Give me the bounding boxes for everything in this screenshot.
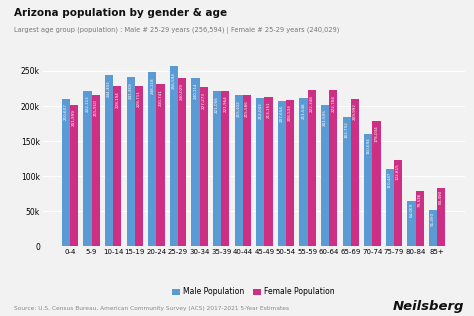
Text: 215,102: 215,102 bbox=[237, 100, 241, 117]
Bar bbox=[113, 86, 121, 246]
Text: Neilsberg: Neilsberg bbox=[393, 300, 465, 313]
Text: 183,792: 183,792 bbox=[345, 121, 349, 138]
Text: 230,741: 230,741 bbox=[158, 89, 163, 106]
Bar bbox=[235, 95, 243, 246]
Bar bbox=[170, 66, 178, 246]
Bar bbox=[91, 95, 100, 246]
Text: 212,043: 212,043 bbox=[258, 102, 262, 119]
Bar bbox=[394, 160, 402, 246]
Bar bbox=[329, 90, 337, 246]
Bar bbox=[437, 188, 446, 246]
Text: 256,594: 256,594 bbox=[172, 72, 176, 88]
Bar bbox=[70, 105, 78, 246]
Text: 213,151: 213,151 bbox=[266, 101, 271, 118]
Legend: Male Population, Female Population: Male Population, Female Population bbox=[169, 284, 338, 300]
Bar bbox=[373, 121, 381, 246]
Text: 208,534: 208,534 bbox=[288, 104, 292, 121]
Bar bbox=[148, 72, 156, 246]
Bar bbox=[364, 134, 373, 246]
Bar bbox=[200, 87, 208, 246]
Bar bbox=[62, 99, 70, 246]
Text: 207,654: 207,654 bbox=[280, 105, 284, 122]
Text: Largest age group (population) : Male # 25-29 years (256,594) | Female # 25-29 y: Largest age group (population) : Male # … bbox=[14, 27, 339, 34]
Text: 222,784: 222,784 bbox=[331, 95, 335, 112]
Text: 240,114: 240,114 bbox=[193, 83, 198, 100]
Text: 178,034: 178,034 bbox=[374, 125, 378, 142]
Text: 241,369: 241,369 bbox=[129, 82, 133, 99]
Text: 222,113: 222,113 bbox=[85, 95, 90, 112]
Bar bbox=[213, 91, 221, 246]
Bar bbox=[156, 84, 164, 246]
Text: 215,586: 215,586 bbox=[245, 100, 249, 117]
Text: 79,536: 79,536 bbox=[418, 192, 422, 207]
Text: 211,548: 211,548 bbox=[301, 102, 305, 119]
Bar bbox=[278, 101, 286, 246]
Bar bbox=[105, 75, 113, 246]
Text: 222,348: 222,348 bbox=[310, 95, 314, 112]
Text: 110,447: 110,447 bbox=[388, 171, 392, 188]
Text: 221,964: 221,964 bbox=[223, 95, 228, 112]
Bar bbox=[386, 169, 394, 246]
Bar bbox=[429, 210, 437, 246]
Bar bbox=[343, 118, 351, 246]
Bar bbox=[308, 90, 316, 246]
Text: 215,910: 215,910 bbox=[94, 100, 98, 116]
Bar bbox=[264, 97, 273, 246]
Bar bbox=[351, 99, 359, 246]
Text: 51,450: 51,450 bbox=[431, 211, 435, 226]
Bar bbox=[178, 78, 186, 246]
Bar bbox=[286, 100, 294, 246]
Bar bbox=[407, 202, 416, 246]
Text: 209,992: 209,992 bbox=[353, 103, 357, 120]
Text: 201,505: 201,505 bbox=[323, 109, 327, 126]
Text: Source: U.S. Census Bureau, American Community Survey (ACS) 2017-2021 5-Year Est: Source: U.S. Census Bureau, American Com… bbox=[14, 306, 289, 311]
Bar bbox=[83, 90, 91, 246]
Bar bbox=[321, 105, 329, 246]
Bar bbox=[243, 95, 251, 246]
Bar bbox=[416, 191, 424, 246]
Bar bbox=[191, 78, 200, 246]
Bar bbox=[256, 98, 264, 246]
Text: 228,711: 228,711 bbox=[137, 91, 141, 107]
Text: 201,999: 201,999 bbox=[72, 109, 76, 126]
Text: 122,815: 122,815 bbox=[396, 163, 400, 179]
Text: 210,607: 210,607 bbox=[64, 103, 68, 120]
Text: 228,194: 228,194 bbox=[115, 91, 119, 108]
Text: Arizona population by gender & age: Arizona population by gender & age bbox=[14, 8, 228, 18]
Text: 83,490: 83,490 bbox=[439, 190, 443, 204]
Bar bbox=[135, 86, 143, 246]
Text: 64,069: 64,069 bbox=[410, 203, 413, 217]
Bar bbox=[300, 98, 308, 246]
Text: 160,694: 160,694 bbox=[366, 137, 370, 154]
Text: 221,056: 221,056 bbox=[215, 96, 219, 113]
Text: 248,118: 248,118 bbox=[150, 77, 155, 94]
Text: 244,303: 244,303 bbox=[107, 80, 111, 97]
Text: 227,273: 227,273 bbox=[202, 92, 206, 109]
Bar bbox=[127, 77, 135, 246]
Bar bbox=[221, 91, 229, 246]
Text: 240,029: 240,029 bbox=[180, 83, 184, 100]
